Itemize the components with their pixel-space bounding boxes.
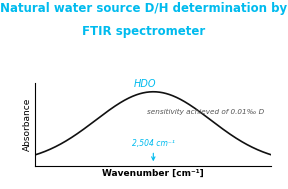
Text: Natural water source D/H determination by: Natural water source D/H determination b…	[1, 2, 287, 15]
Text: sensitivity achieved of 0.01‰ D: sensitivity achieved of 0.01‰ D	[147, 109, 264, 115]
Text: FTIR spectrometer: FTIR spectrometer	[82, 25, 206, 38]
Text: HDO: HDO	[134, 79, 156, 89]
Text: 2,504 cm⁻¹: 2,504 cm⁻¹	[132, 139, 175, 160]
Y-axis label: Absorbance: Absorbance	[23, 98, 32, 151]
X-axis label: Wavenumber [cm⁻¹]: Wavenumber [cm⁻¹]	[102, 169, 204, 178]
